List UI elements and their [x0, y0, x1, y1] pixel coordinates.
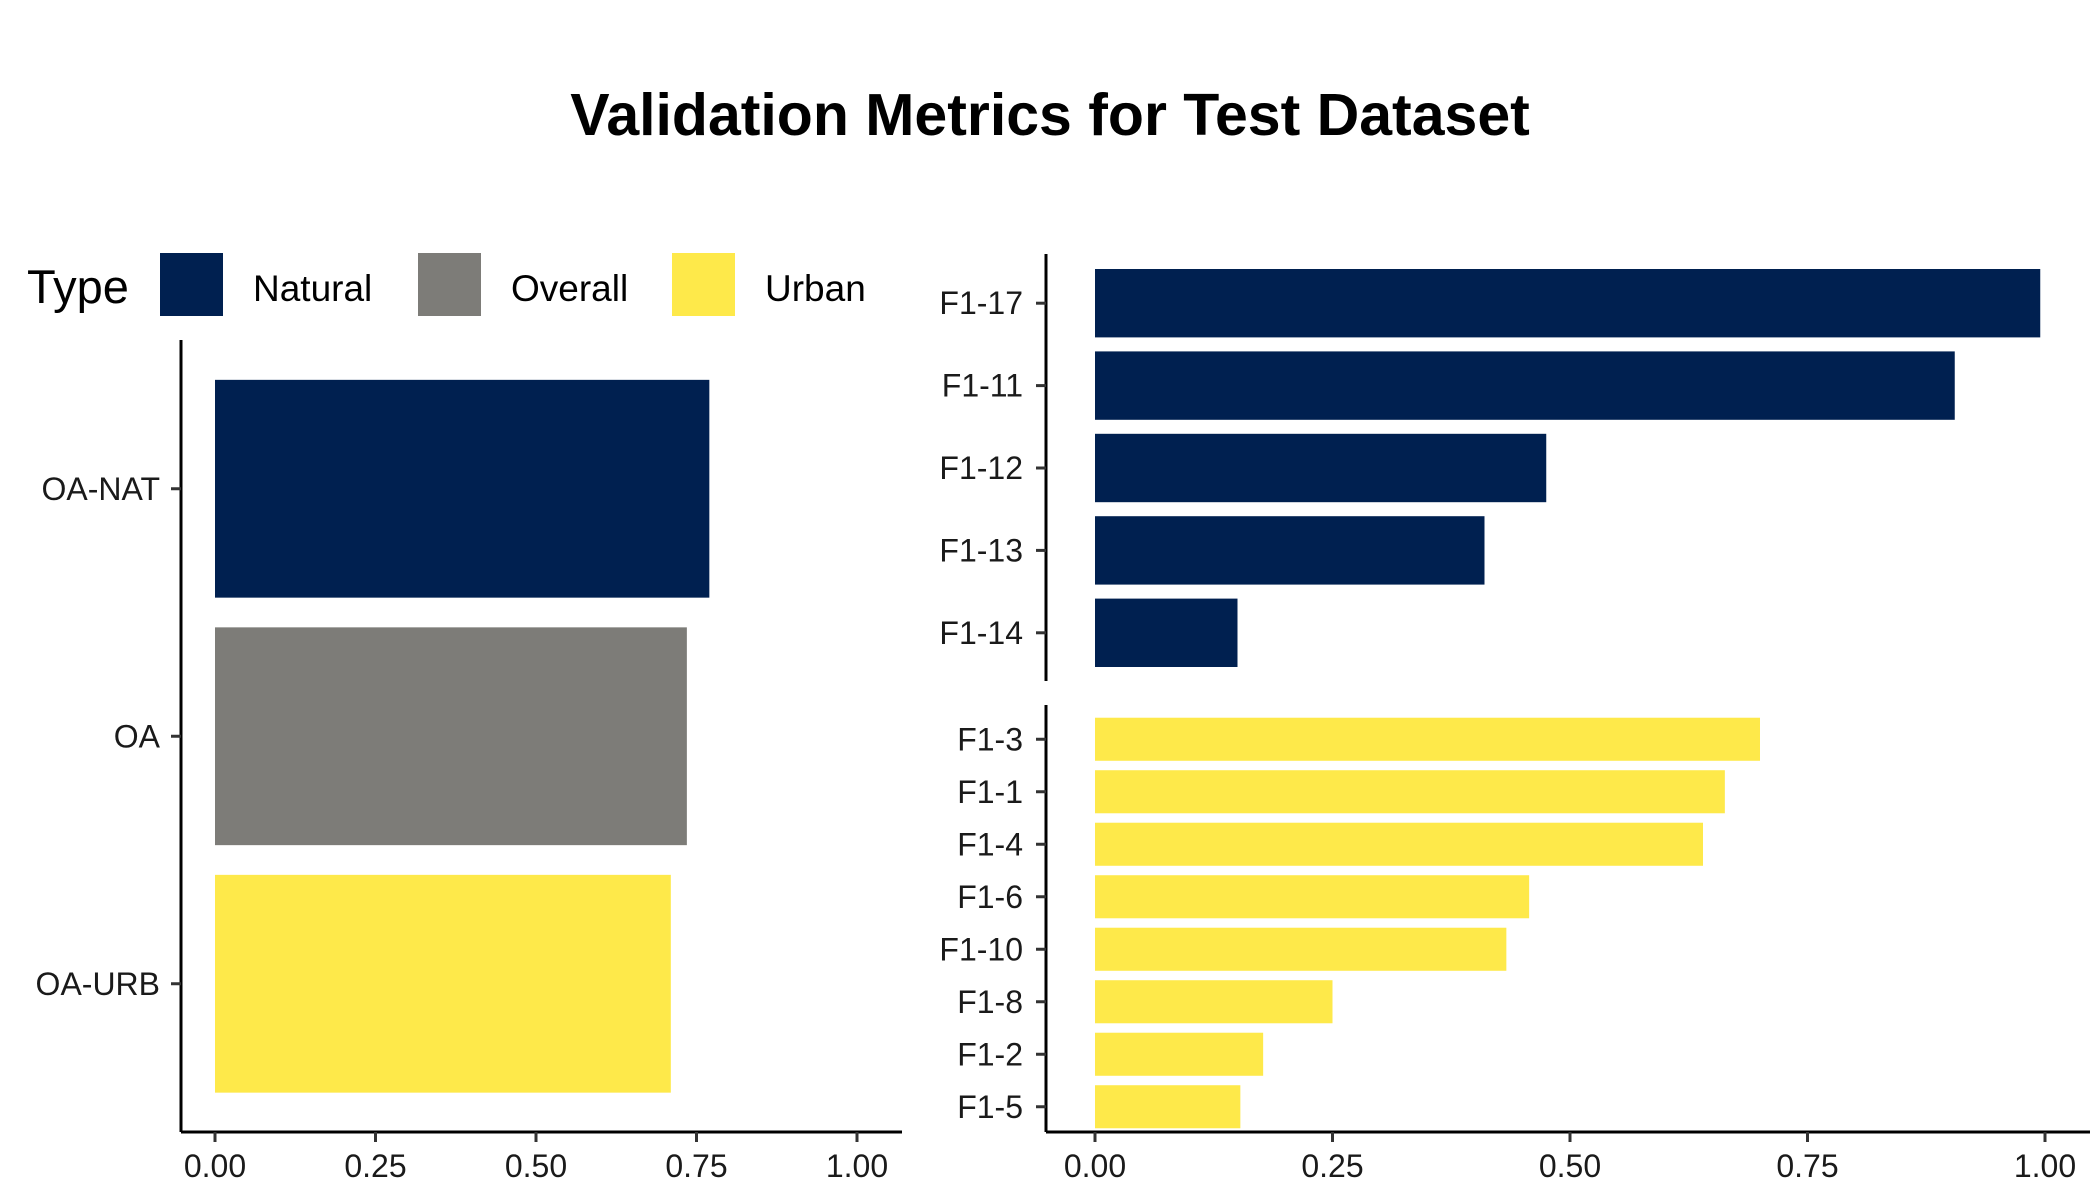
chart-title: Validation Metrics for Test Dataset — [570, 82, 1530, 148]
bar-f1-2 — [1095, 1032, 1264, 1076]
y-tick-label-f1-12: F1-12 — [939, 450, 1023, 486]
y-tick-label-f1-2: F1-2 — [957, 1036, 1023, 1072]
legend-title: Type — [27, 260, 129, 313]
y-tick-label-f1-1: F1-1 — [957, 774, 1023, 810]
y-tick-label-f1-3: F1-3 — [957, 721, 1023, 757]
legend-label-natural: Natural — [253, 268, 372, 309]
bar-f1-11 — [1095, 351, 1955, 420]
bar-oa — [215, 627, 687, 846]
bar-oa-urb — [215, 874, 671, 1093]
legend-swatch-overall — [418, 253, 481, 316]
bar-f1-4 — [1095, 822, 1703, 866]
legend: Type Natural Overall Urban — [27, 253, 866, 316]
bar-f1-8 — [1095, 980, 1333, 1024]
y-tick-label-f1-13: F1-13 — [939, 532, 1023, 568]
y-tick-label-f1-8: F1-8 — [957, 984, 1023, 1020]
legend-label-urban: Urban — [765, 268, 866, 309]
x-tick-label: 0.25 — [344, 1148, 406, 1184]
x-tick-label: 1.00 — [826, 1148, 888, 1184]
bar-f1-3 — [1095, 717, 1760, 761]
natural-f1-panel: F1-17 F1-11 F1-12 F1-13 F1-14 — [939, 254, 2041, 681]
bar-f1-10 — [1095, 927, 1507, 971]
x-tick-label: 0.25 — [1301, 1148, 1363, 1184]
x-tick-label: 1.00 — [2014, 1148, 2076, 1184]
y-tick-label-f1-4: F1-4 — [957, 826, 1023, 862]
y-tick-label-f1-17: F1-17 — [939, 285, 1023, 321]
y-tick-label-oa-urb: OA-URB — [36, 966, 160, 1002]
bar-f1-17 — [1095, 269, 2041, 338]
legend-label-overall: Overall — [511, 268, 628, 309]
x-tick-label: 0.75 — [1776, 1148, 1838, 1184]
bar-f1-13 — [1095, 516, 1485, 585]
bar-f1-6 — [1095, 875, 1530, 919]
bar-f1-5 — [1095, 1085, 1241, 1129]
bar-f1-1 — [1095, 770, 1725, 814]
bar-oa-nat — [215, 379, 710, 598]
legend-swatch-urban — [672, 253, 735, 316]
y-tick-label-f1-11: F1-11 — [942, 368, 1023, 404]
y-tick-label-f1-6: F1-6 — [957, 879, 1023, 915]
bar-f1-14 — [1095, 598, 1238, 667]
legend-swatch-natural — [160, 253, 223, 316]
x-tick-label: 0.50 — [1539, 1148, 1601, 1184]
y-tick-label-f1-5: F1-5 — [957, 1089, 1023, 1125]
bar-f1-12 — [1095, 433, 1547, 503]
x-tick-label: 0.50 — [505, 1148, 567, 1184]
y-tick-label-f1-10: F1-10 — [939, 931, 1023, 967]
x-tick-label: 0.75 — [665, 1148, 727, 1184]
y-tick-label-f1-14: F1-14 — [939, 615, 1023, 651]
x-tick-label: 0.00 — [1064, 1148, 1126, 1184]
x-tick-label: 0.00 — [184, 1148, 246, 1184]
overall-accuracy-panel: OA-NAT OA OA-URB 0.00 0.25 0.50 0.75 1.00 — [36, 340, 902, 1184]
y-tick-label-oa: OA — [114, 718, 161, 754]
urban-f1-panel: F1-3 F1-1 F1-4 F1-6 F1-10 F1-8 F1-2 F1-5 0.00 0.2… — [939, 705, 2090, 1184]
y-tick-label-oa-nat: OA-NAT — [41, 471, 160, 507]
